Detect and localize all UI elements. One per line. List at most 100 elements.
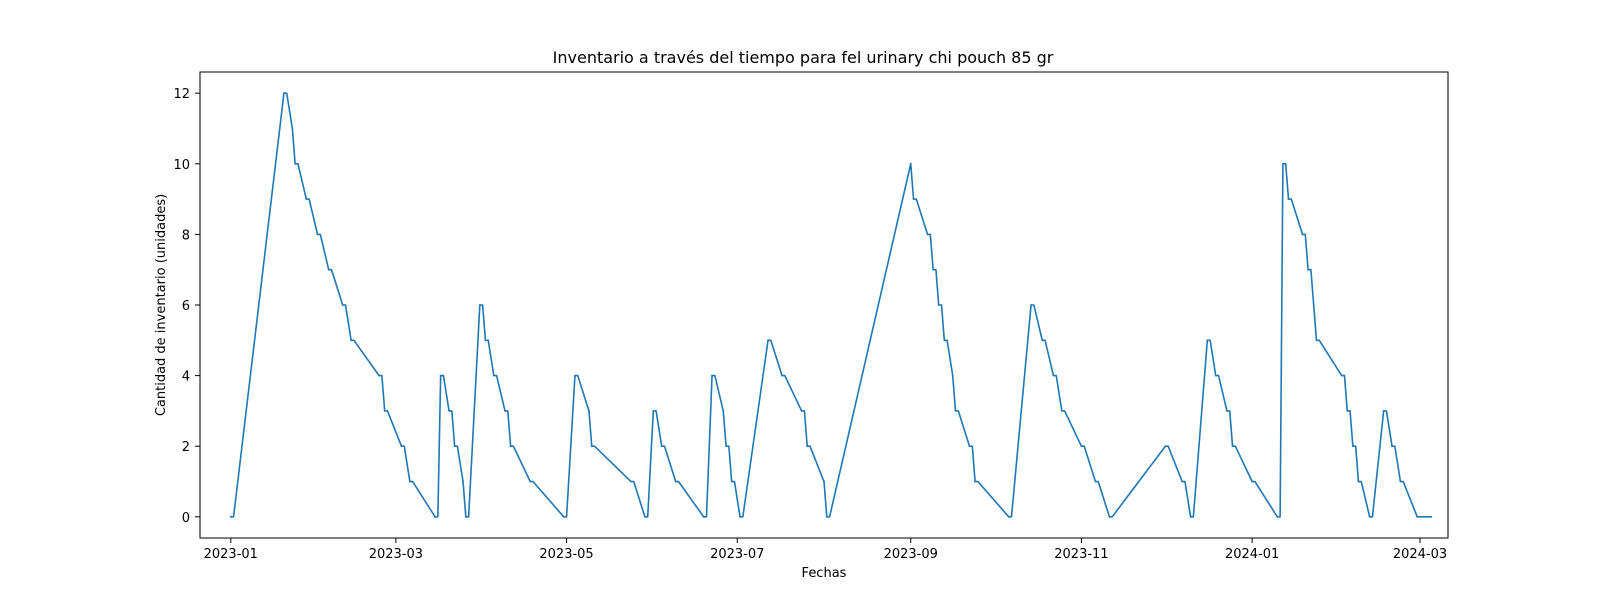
inventory-data-point [937, 304, 940, 306]
inventory-data-point [291, 127, 294, 130]
inventory-data-point [448, 410, 450, 412]
inventory-data-point [781, 374, 783, 377]
inventory-data-point [478, 304, 481, 306]
x-tick-label: 2023-01 [204, 547, 258, 562]
y-tick-label: 4 [182, 370, 190, 385]
inventory-data-point [1108, 515, 1111, 518]
inventory-data-point [767, 339, 769, 342]
y-tick-label: 0 [182, 511, 190, 526]
inventory-data-point [464, 515, 467, 518]
inventory-data-point [462, 480, 464, 483]
inventory-data-point [1251, 480, 1254, 483]
inventory-data-point [1430, 515, 1433, 518]
inventory-data-point [439, 374, 442, 377]
inventory-data-point [1416, 515, 1419, 518]
inventory-data-point [283, 92, 285, 95]
inventory-data-point [932, 268, 935, 271]
inventory-data-point [800, 410, 803, 412]
inventory-data-point [1340, 374, 1343, 377]
inventory-data-point [1164, 445, 1167, 448]
inventory-data-point [912, 198, 915, 200]
inventory-data-point [350, 339, 353, 342]
inventory-data-point [509, 445, 512, 448]
inventory-data-point [1030, 304, 1032, 306]
inventory-data-point [1181, 480, 1184, 483]
inventory-data-point [574, 374, 576, 377]
inventory-data-point [316, 233, 319, 236]
inventory-data-point [1231, 445, 1234, 448]
y-axis-label: Cantidad de inventario (unidades) [154, 194, 169, 416]
inventory-data-point [1346, 410, 1349, 412]
inventory-data-point [1399, 480, 1402, 483]
y-tick-label: 12 [173, 87, 190, 102]
inventory-data-point [1276, 515, 1279, 518]
x-tick-label: 2024-01 [1225, 547, 1279, 562]
inventory-data-point [806, 445, 809, 448]
inventory-data-point [1007, 515, 1010, 518]
inventory-data-point [660, 445, 663, 448]
inventory-data-point [305, 198, 308, 200]
inventory-data-point [739, 515, 741, 518]
inventory-data-point [590, 445, 593, 448]
inventory-data-point [1094, 480, 1097, 483]
inventory-series-line [230, 92, 1432, 518]
inventory-data-point [400, 445, 403, 448]
inventory-data-point [327, 268, 330, 271]
x-tick-label: 2023-05 [539, 547, 593, 562]
inventory-data-point [294, 162, 297, 165]
inventory-data-point [434, 515, 436, 518]
inventory-data-point [1189, 515, 1192, 518]
inventory-data-point [954, 410, 957, 412]
inventory-data-point [1060, 410, 1063, 412]
inventory-data-point [529, 480, 532, 483]
x-tick-label: 2023-11 [1054, 547, 1108, 562]
inventory-data-point [1287, 198, 1290, 200]
x-tick-label: 2023-03 [369, 547, 423, 562]
inventory-data-point [1226, 410, 1228, 412]
series-layer [229, 92, 1433, 518]
inventory-data-point [1391, 445, 1393, 448]
inventory-data-point [823, 480, 825, 483]
inventory-data-point [825, 515, 828, 518]
inventory-data-point [484, 339, 487, 342]
inventory-data-point [968, 445, 971, 448]
plot-area [199, 71, 1449, 539]
inventory-data-point [1214, 374, 1217, 377]
inventory-data-point [974, 480, 977, 483]
inventory-data-point [1307, 268, 1309, 271]
inventory-data-point [1301, 233, 1304, 236]
inventory-data-point [1368, 515, 1371, 518]
inventory-data-point [630, 480, 632, 483]
chart-title: Inventario a través del tiempo para fel … [553, 48, 1054, 67]
inventory-data-point [725, 445, 727, 448]
x-tick-label: 2024-03 [1393, 547, 1447, 562]
y-tick-label: 8 [182, 228, 190, 243]
inventory-data-point [1052, 374, 1055, 377]
inventory-data-point [674, 480, 677, 483]
inventory-data-point [408, 480, 411, 483]
inventory-data-point [1206, 339, 1209, 342]
inventory-data-point [341, 304, 344, 306]
inventory-data-point [926, 233, 929, 236]
inventory-data-point [943, 339, 946, 342]
inventory-data-point [383, 410, 386, 412]
axes-frame [199, 71, 1449, 539]
inventory-data-point [644, 515, 646, 518]
inventory-data-point [702, 515, 705, 518]
inventory-data-point [711, 374, 713, 377]
inventory-data-point [504, 410, 506, 412]
inventory-data-point [1041, 339, 1044, 342]
y-tick-label: 6 [182, 299, 190, 314]
inventory-data-point [1080, 445, 1083, 448]
inventory-data-point [1315, 339, 1318, 342]
x-tick-label: 2023-07 [710, 547, 764, 562]
inventory-data-point [1357, 480, 1360, 483]
inventory-data-point [562, 515, 565, 518]
inventory-data-point [951, 374, 954, 377]
inventory-data-point [652, 410, 655, 412]
x-axis-label: Fechas [802, 566, 847, 581]
inventory-data-point [909, 162, 912, 165]
x-axis: 2023-01 2023-03 2023-05 2023-07 2023-09 2023-… [204, 538, 1447, 562]
